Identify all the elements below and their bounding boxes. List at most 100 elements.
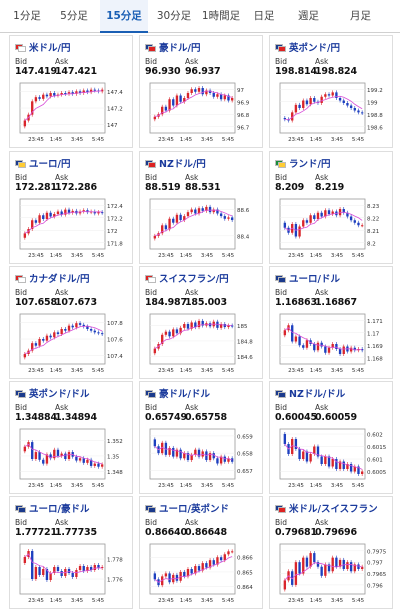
candle: [208, 453, 212, 461]
pair-link[interactable]: NZドル/円: [145, 156, 206, 170]
candle: [183, 98, 186, 102]
mini-chart[interactable]: 107.8 107.6 107.4 23:45 1:45 3:45 5:45: [12, 311, 132, 377]
plot-frame: [19, 198, 106, 250]
candle: [197, 88, 201, 92]
mini-chart[interactable]: 0.7975 0.797 0.7965 0.796 23:45 1:45 3:45 5:45: [272, 541, 392, 607]
candle: [338, 559, 342, 567]
mini-chart[interactable]: 97 96.9 96.8 96.7 23:45 1:45 3:45 5:45: [142, 80, 262, 146]
tab-2[interactable]: 5分足: [60, 10, 88, 22]
tab-4[interactable]: 30分足: [156, 10, 192, 22]
mini-chart[interactable]: 1.352 1.35 1.348 23:45 1:45 3:45 5:45: [12, 426, 132, 492]
currency-flag-icon: [275, 274, 286, 283]
candle: [53, 449, 56, 459]
tab-8[interactable]: 月足: [350, 10, 371, 22]
mini-chart[interactable]: 88.6 88.4 23:45 1:45 3:45 5:45: [142, 196, 262, 262]
plot-frame: [279, 198, 366, 250]
tab-5[interactable]: 1時間足: [201, 10, 241, 22]
moving-average-line: [284, 211, 363, 231]
moving-average-line: [284, 95, 363, 121]
ask-label: Ask: [315, 518, 329, 527]
x-tick-label: 23:45: [288, 483, 304, 489]
x-tick-label: 23:45: [158, 137, 174, 143]
tab-1[interactable]: 1分足: [13, 10, 41, 22]
candle: [197, 208, 201, 214]
bid-value: 1.34884: [15, 412, 57, 423]
candle: [216, 321, 219, 328]
bid-label: Bid: [275, 173, 287, 182]
tab-3[interactable]: 15分足: [100, 0, 148, 33]
pair-link[interactable]: 英ポンド/円: [275, 40, 340, 54]
pair-link[interactable]: 豪ドル/円: [145, 40, 200, 54]
candle: [298, 449, 301, 459]
candle: [78, 91, 82, 93]
candle: [205, 90, 208, 95]
currency-flag-icon: [275, 159, 286, 168]
candle: [38, 97, 41, 99]
mini-chart[interactable]: 199.2 199 198.8 198.6 23:45 1:45 3:45 5:45: [272, 80, 392, 146]
candle: [93, 89, 96, 91]
y-tick-label: 147: [107, 123, 118, 129]
y-tick-label: 96.7: [237, 125, 250, 131]
candle: [302, 451, 305, 459]
candle: [316, 342, 320, 351]
mini-chart[interactable]: 8.23 8.22 8.21 8.2 23:45 1:45 3:45 5:45: [272, 196, 392, 262]
candle: [309, 454, 312, 462]
rate-card: 米ドル/円 Bid Ask 147.419 147.421 147.4 147.2 147 23…: [9, 35, 133, 148]
candle: [190, 209, 193, 213]
tab-6[interactable]: 日足: [253, 10, 275, 22]
ask-label: Ask: [185, 173, 199, 182]
candle: [78, 323, 82, 325]
pair-link[interactable]: ランド/円: [275, 156, 330, 170]
candle: [53, 332, 56, 338]
pair-link[interactable]: 英ポンド/ドル: [15, 386, 89, 400]
pair-name: 英ポンド/ドル: [29, 389, 90, 400]
y-tick-label: 184.8: [237, 339, 253, 345]
y-tick-label: 1.17: [367, 331, 380, 337]
mini-chart[interactable]: 0.866 0.865 0.864 23:45 1:45 3:45 5:45: [142, 541, 262, 607]
ask-label: Ask: [55, 57, 69, 66]
bid-label: Bid: [15, 288, 27, 297]
pair-link[interactable]: ユーロ/英ポンド: [145, 501, 229, 515]
pair-link[interactable]: スイスフラン/円: [145, 271, 229, 285]
x-tick-label: 1:45: [180, 368, 193, 374]
ask-label: Ask: [185, 288, 199, 297]
candle: [313, 344, 316, 351]
pair-name: 豪ドル/ドル: [159, 389, 210, 400]
candle: [186, 324, 190, 329]
mini-chart[interactable]: 172.4 172.2 172 171.8 23:45 1:45 3:45 5:45: [12, 196, 132, 262]
mini-chart[interactable]: 0.659 0.658 0.657 23:45 1:45 3:45 5:45: [142, 426, 262, 492]
candle: [100, 567, 104, 568]
mini-chart[interactable]: 1.778 1.776 23:45 1:45 3:45 5:45: [12, 541, 132, 607]
tab-7[interactable]: 週足: [298, 10, 319, 22]
candle: [82, 458, 85, 463]
pair-link[interactable]: 米ドル/円: [15, 40, 70, 54]
x-tick-label: 3:45: [71, 483, 84, 489]
x-tick-label: 23:45: [28, 253, 44, 259]
candle: [38, 215, 41, 223]
pair-link[interactable]: 豪ドル/ドル: [145, 386, 210, 400]
candle: [230, 458, 234, 462]
x-tick-label: 1:45: [310, 253, 323, 259]
candle: [324, 456, 327, 464]
x-tick-label: 3:45: [331, 368, 344, 374]
candle: [86, 326, 89, 329]
pair-link[interactable]: NZドル/ドル: [275, 386, 345, 400]
mini-chart[interactable]: 1.171 1.17 1.169 1.168 23:45 1:45 3:45 5:45: [272, 311, 392, 377]
mini-chart[interactable]: 185 184.8 184.6 23:45 1:45 3:45 5:45: [142, 311, 262, 377]
candle: [45, 212, 49, 219]
mini-chart[interactable]: 0.602 0.6015 0.601 0.6005 23:45 1:45 3:45 5:45: [272, 426, 392, 492]
pair-link[interactable]: 米ドル/スイスフラン: [275, 501, 378, 515]
candle: [227, 95, 230, 101]
candle: [360, 566, 364, 569]
candle: [38, 452, 41, 460]
pair-link[interactable]: ユーロ/ドル: [275, 271, 340, 285]
candle: [190, 454, 193, 461]
pair-link[interactable]: カナダドル/円: [15, 271, 89, 285]
currency-flag-icon: [15, 504, 26, 513]
pair-link[interactable]: ユーロ/豪ドル: [15, 501, 89, 515]
candle: [53, 567, 56, 573]
x-tick-label: 23:45: [28, 483, 44, 489]
mini-chart[interactable]: 147.4 147.2 147 23:45 1:45 3:45 5:45: [12, 80, 132, 146]
x-tick-label: 5:45: [222, 598, 235, 604]
pair-link[interactable]: ユーロ/円: [15, 156, 70, 170]
